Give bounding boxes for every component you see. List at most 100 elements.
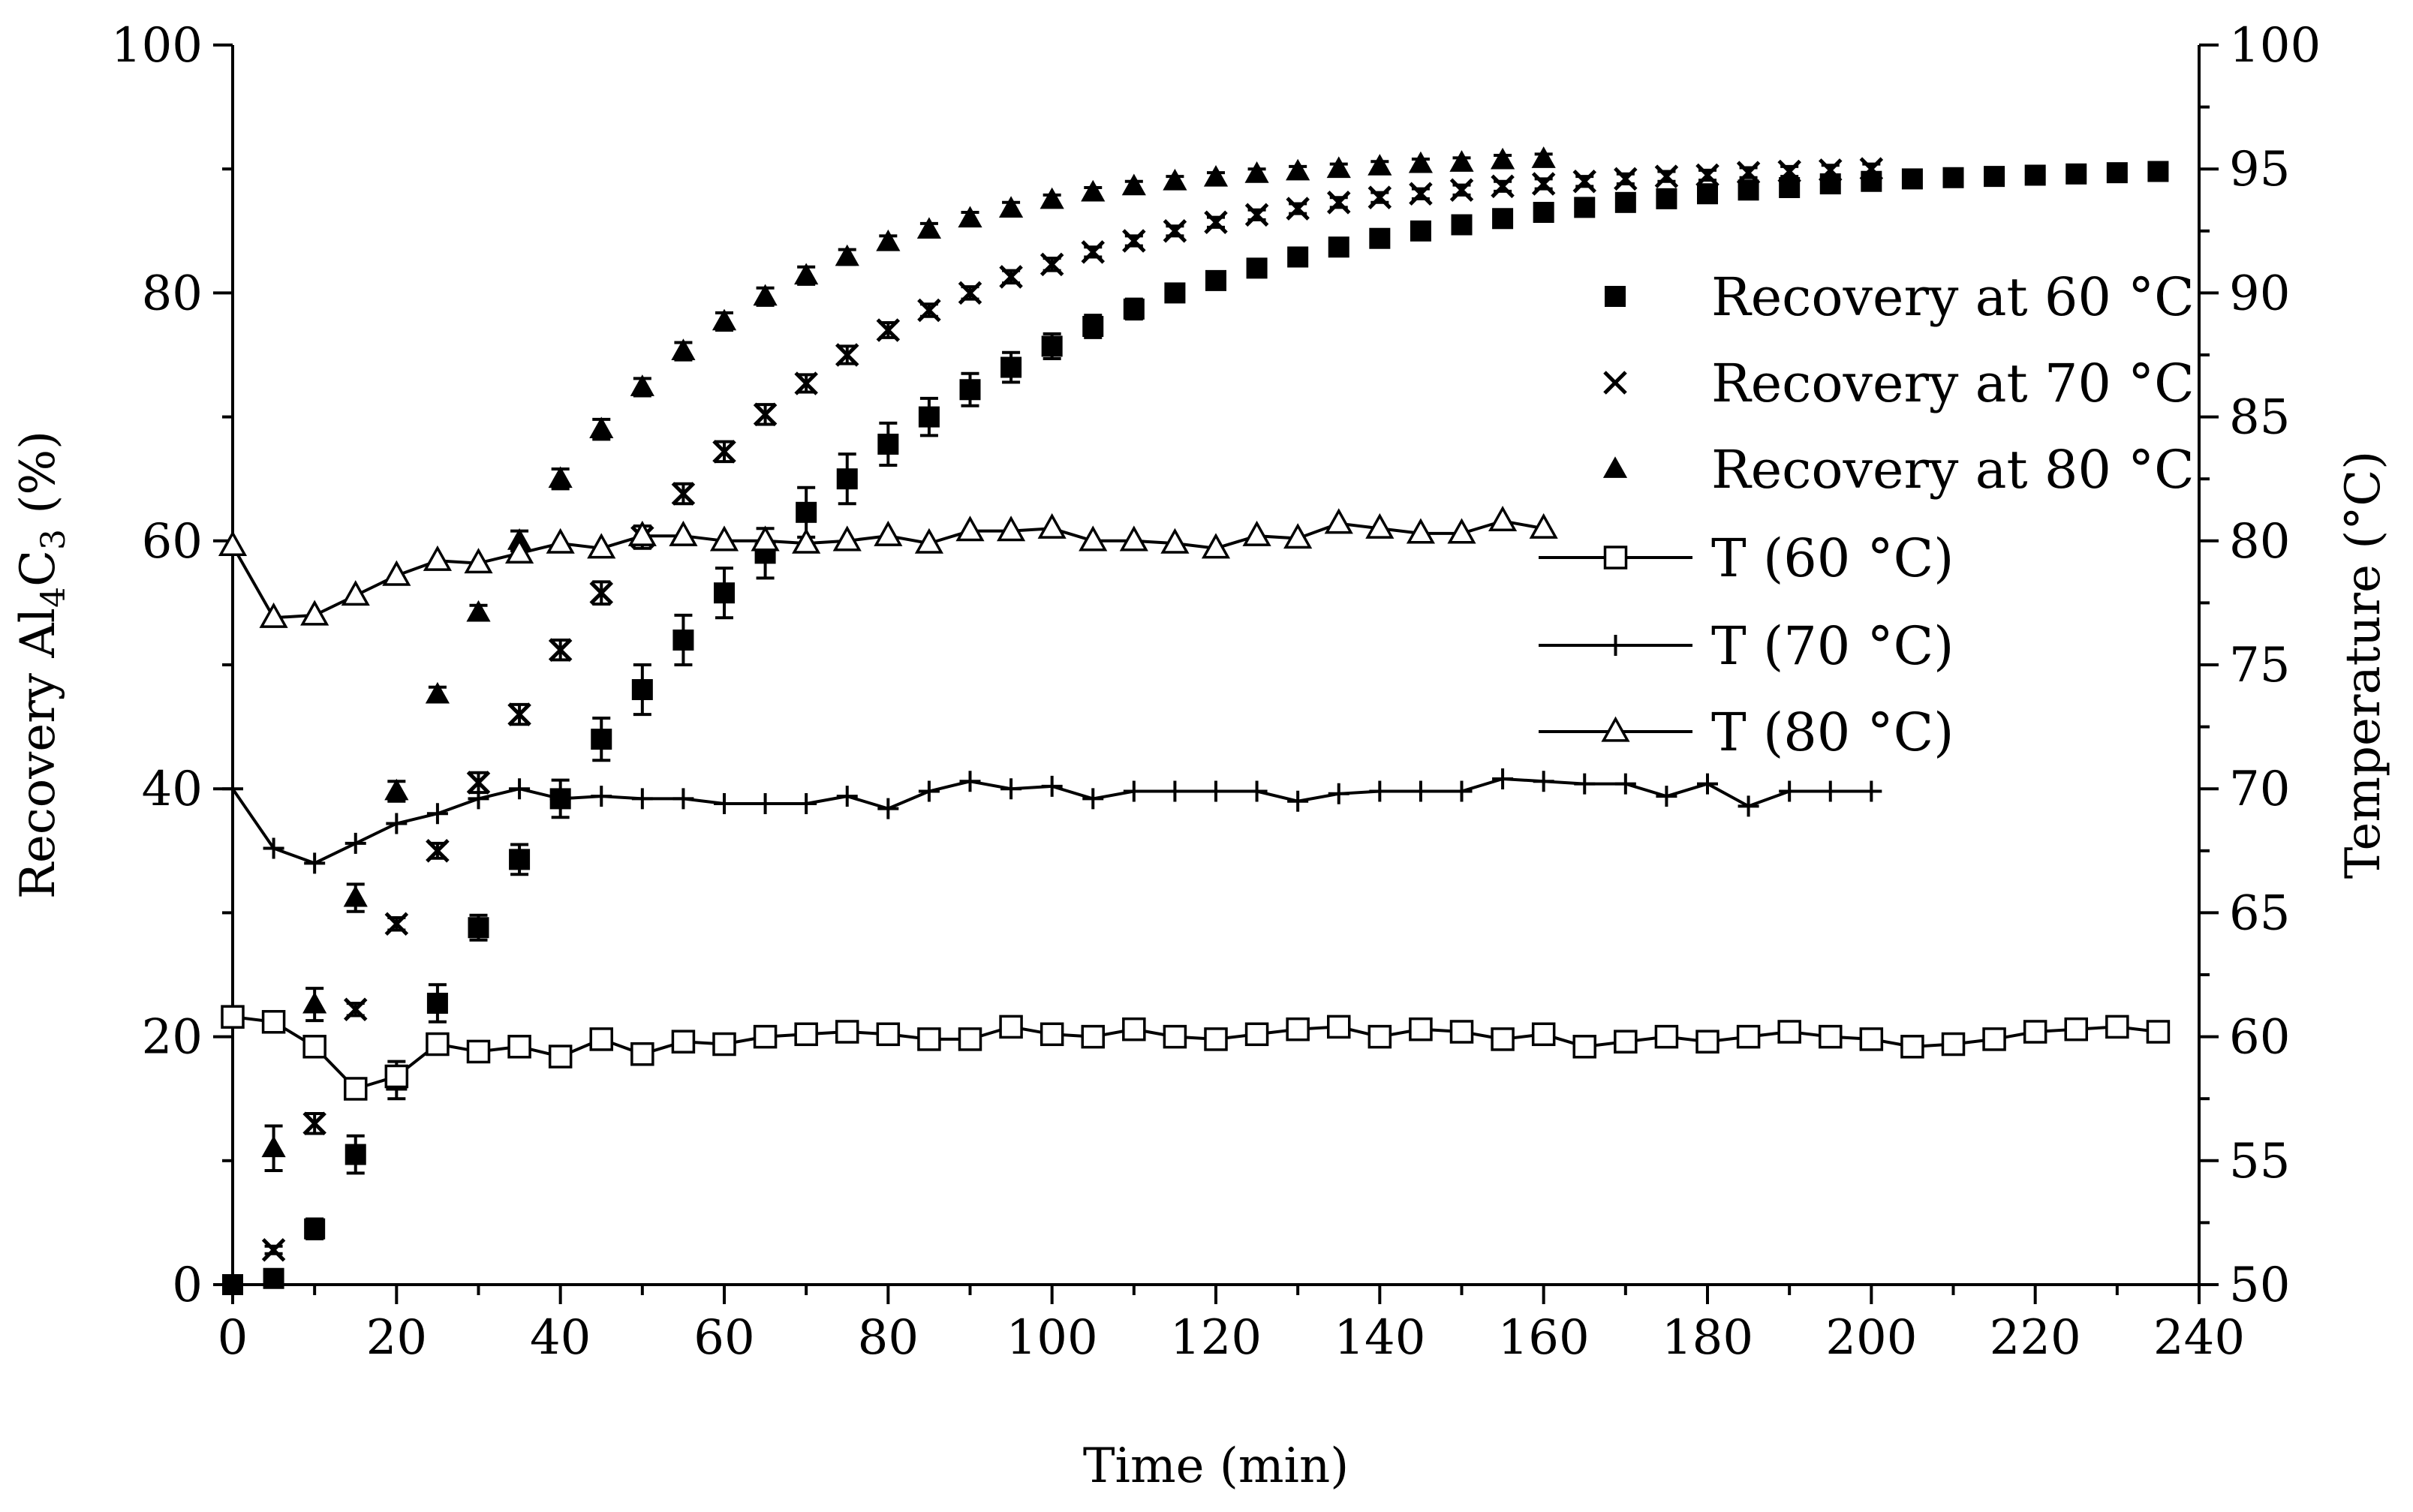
y-axis-title-main: Recovery Al xyxy=(11,608,66,899)
open-triangle-marker xyxy=(627,520,657,546)
open-square-marker xyxy=(1982,1027,2006,1051)
plus-marker xyxy=(1656,786,1677,807)
triangle-marker xyxy=(1490,147,1515,170)
open-triangle-marker xyxy=(1324,508,1353,534)
open-square-marker xyxy=(1204,1027,1228,1051)
plus-marker xyxy=(1779,780,1801,802)
open-square-marker xyxy=(917,1027,941,1051)
legend-item-1: Recovery at 70 °C xyxy=(1603,353,2195,414)
open-triangle-marker xyxy=(1160,528,1190,554)
square-marker xyxy=(1605,286,1626,307)
square-marker xyxy=(1369,227,1391,249)
legend: Recovery at 60 °C Recovery at 70 °C Recove… xyxy=(1539,266,2195,763)
open-square-marker xyxy=(1244,1022,1269,1047)
open-square-marker xyxy=(221,1005,245,1029)
square-marker xyxy=(1246,257,1268,279)
triangle-marker xyxy=(1163,168,1187,191)
triangle-marker xyxy=(1244,161,1269,183)
plus-marker xyxy=(1819,780,1841,802)
open-square-marker xyxy=(958,1027,982,1051)
y-axis-title: Recovery Al4C3 (%) xyxy=(11,431,73,899)
square-marker xyxy=(1041,335,1063,357)
square-marker xyxy=(672,629,694,651)
open-triangle-marker xyxy=(546,528,575,554)
open-square-marker xyxy=(1777,1020,1801,1044)
x-marker xyxy=(712,440,736,464)
open-triangle-marker xyxy=(300,600,329,626)
triangle-marker xyxy=(1602,456,1628,478)
open-square-marker xyxy=(1327,1015,1351,1039)
square-marker xyxy=(344,1144,366,1165)
plus-marker xyxy=(1451,780,1473,802)
legend-item-0: Recovery at 60 °C xyxy=(1605,266,2195,328)
square-marker xyxy=(714,582,735,604)
open-triangle-marker xyxy=(751,525,780,552)
triangle-marker xyxy=(712,308,737,331)
y2-tick-label: 75 xyxy=(2229,638,2290,693)
square-marker xyxy=(1614,191,1636,213)
y2-tick-label: 80 xyxy=(2229,514,2290,570)
triangle-marker xyxy=(1286,158,1310,181)
square-marker xyxy=(1574,197,1596,218)
plus-marker xyxy=(1605,635,1626,656)
open-triangle-marker xyxy=(832,525,862,552)
plus-marker xyxy=(959,771,981,792)
x-marker xyxy=(917,298,941,323)
square-marker xyxy=(1656,188,1677,209)
y2-tick-label: 60 xyxy=(2229,1010,2290,1066)
x-marker xyxy=(1603,371,1627,395)
open-triangle-marker xyxy=(1365,513,1395,539)
open-square-marker xyxy=(2105,1015,2129,1039)
square-marker xyxy=(426,992,448,1014)
open-square-marker xyxy=(466,1039,491,1064)
open-square-marker xyxy=(1695,1030,1719,1054)
plus-marker xyxy=(1574,773,1596,795)
triangle-marker xyxy=(876,229,901,251)
x-marker xyxy=(958,281,982,305)
open-square-marker xyxy=(1614,1030,1638,1054)
y2-tick-label: 65 xyxy=(2229,885,2290,941)
x-marker xyxy=(466,771,491,795)
open-square-marker xyxy=(261,1010,286,1034)
y2-tick-label: 90 xyxy=(2229,266,2290,321)
y2-tick-label: 100 xyxy=(2229,18,2321,74)
triangle-marker xyxy=(343,885,368,907)
open-triangle-marker xyxy=(669,520,698,546)
square-marker xyxy=(1205,269,1226,291)
x-marker xyxy=(1777,159,1801,184)
triangle-marker xyxy=(998,196,1024,218)
open-square-marker xyxy=(1491,1027,1515,1051)
triangle-marker xyxy=(1081,179,1106,202)
triangle-marker xyxy=(671,338,696,360)
x-tick-label: 140 xyxy=(1334,1310,1425,1366)
y-tick-label: 80 xyxy=(142,266,203,321)
triangle-marker xyxy=(261,1135,286,1158)
square-marker xyxy=(1082,316,1104,338)
square-marker xyxy=(1000,356,1022,378)
square-marker xyxy=(1901,168,1923,190)
x-marker xyxy=(1859,157,1884,181)
triangle-marker xyxy=(1531,146,1556,168)
x-marker xyxy=(835,343,859,367)
x-tick-label: 100 xyxy=(1006,1310,1098,1366)
open-triangle-marker xyxy=(1529,513,1558,539)
x-tick-label: 40 xyxy=(530,1310,591,1366)
x-axis-title: Time (min) xyxy=(1083,1438,1349,1494)
x-marker xyxy=(548,638,573,662)
x-marker xyxy=(1204,210,1228,235)
plus-marker xyxy=(1328,783,1349,804)
x-tick-label: 200 xyxy=(1825,1310,1917,1366)
triangle-marker xyxy=(1121,173,1146,196)
plus-marker xyxy=(1533,771,1554,792)
x-marker xyxy=(1654,164,1679,188)
open-triangle-marker xyxy=(914,528,944,554)
plus-marker xyxy=(1123,780,1145,802)
open-square-marker xyxy=(794,1022,818,1047)
plus-marker xyxy=(1614,773,1636,795)
open-square-marker xyxy=(1409,1017,1433,1042)
square-marker xyxy=(631,679,653,701)
series-1 xyxy=(261,157,1884,1262)
plus-marker xyxy=(877,798,899,819)
square-marker xyxy=(1738,179,1759,201)
